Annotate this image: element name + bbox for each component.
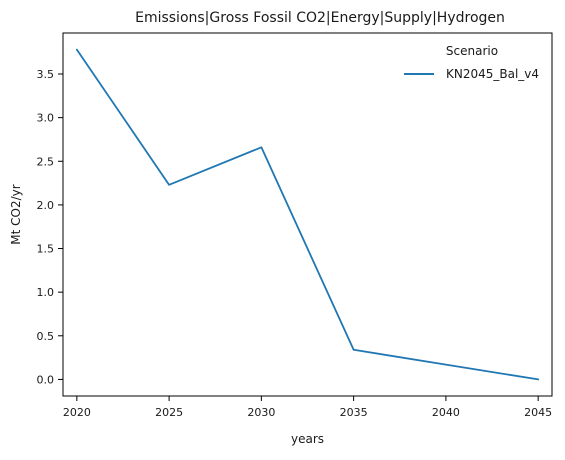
x-tick-label: 2035: [340, 406, 368, 419]
series-line-0: [75, 48, 540, 381]
y-tick-label: 0.5: [37, 330, 55, 343]
x-tick-label: 2040: [432, 406, 460, 419]
y-tick-label: 3.0: [37, 112, 55, 125]
x-axis-label: years: [291, 432, 324, 446]
y-tick-label: 2.0: [37, 199, 55, 212]
y-axis-label: Mt CO2/yr: [9, 184, 23, 244]
legend-label: KN2045_Bal_v4: [446, 67, 539, 81]
chart-title: Emissions|Gross Fossil CO2|Energy|Supply…: [135, 10, 505, 26]
x-tick-label: 2030: [247, 406, 275, 419]
y-tick-label: 1.0: [37, 286, 55, 299]
series-layer: [75, 48, 540, 381]
y-tick-label: 2.5: [37, 155, 55, 168]
x-tick-label: 2045: [524, 406, 552, 419]
legend: Scenario KN2045_Bal_v4: [404, 44, 539, 81]
x-tick-label: 2025: [155, 406, 183, 419]
y-axis-ticks: 0.0 0.5 1.0 1.5 2.0 2.5 3.0 3.5: [37, 68, 63, 386]
plot-frame: [62, 32, 553, 397]
x-tick-label: 2020: [63, 406, 91, 419]
legend-title: Scenario: [446, 44, 498, 58]
x-axis-ticks: 2020 2025 2030 2035 2040 2045: [63, 396, 552, 419]
y-tick-label: 1.5: [37, 243, 55, 256]
y-tick-label: 0.0: [37, 373, 55, 386]
y-tick-label: 3.5: [37, 68, 55, 81]
